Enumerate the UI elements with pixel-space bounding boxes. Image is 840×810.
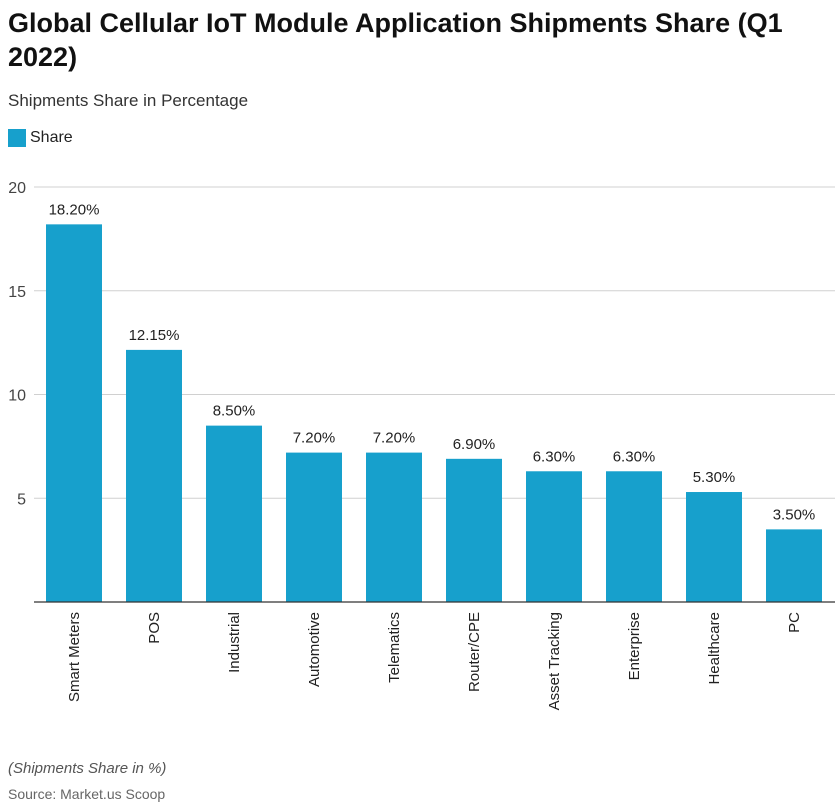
bar [526, 471, 582, 602]
legend-swatch [8, 129, 26, 147]
bar [446, 458, 502, 602]
chart-title: Global Cellular IoT Module Application S… [8, 8, 783, 72]
footnote: (Shipments Share in %) [8, 760, 167, 777]
data-label: 18.20% [49, 201, 100, 218]
x-tick-label: Healthcare [706, 612, 723, 685]
data-label: 8.50% [213, 403, 256, 420]
bar [766, 529, 822, 602]
y-tick-label: 5 [17, 491, 26, 508]
x-tick-label: Telematics [386, 612, 403, 683]
data-label: 12.15% [129, 327, 180, 344]
bar [206, 425, 262, 602]
data-label: 7.20% [373, 430, 416, 447]
legend: Share [8, 129, 73, 147]
data-label: 3.50% [773, 506, 816, 523]
x-tick-label: POS [146, 612, 163, 644]
bar [366, 452, 422, 602]
bar [46, 224, 102, 602]
source: Source: Market.us Scoop [8, 786, 166, 802]
x-tick-label: Router/CPE [466, 612, 483, 692]
data-label: 6.30% [533, 448, 576, 465]
legend-label: Share [30, 129, 73, 146]
data-label: 6.90% [453, 436, 496, 453]
bar [606, 471, 662, 602]
bar [686, 492, 742, 602]
data-label: 6.30% [613, 448, 656, 465]
bar-chart: 5 10 15 20 18.20% Smart Meters 12.15% POS 8.50% I… [8, 180, 835, 710]
x-tick-label: Automotive [306, 612, 323, 687]
x-tick-label: Enterprise [626, 612, 643, 680]
y-tick-label: 10 [8, 388, 26, 405]
y-tick-label: 15 [8, 284, 26, 301]
x-tick-label: Smart Meters [66, 612, 83, 702]
y-tick-label: 20 [8, 180, 26, 197]
data-label: 7.20% [293, 430, 336, 447]
x-tick-label: PC [786, 612, 803, 633]
x-tick-label: Industrial [226, 612, 243, 673]
bar [286, 452, 342, 602]
bar [126, 349, 182, 602]
chart-subtitle: Shipments Share in Percentage [8, 91, 249, 110]
x-tick-label: Asset Tracking [546, 612, 563, 710]
data-label: 5.30% [693, 469, 736, 486]
